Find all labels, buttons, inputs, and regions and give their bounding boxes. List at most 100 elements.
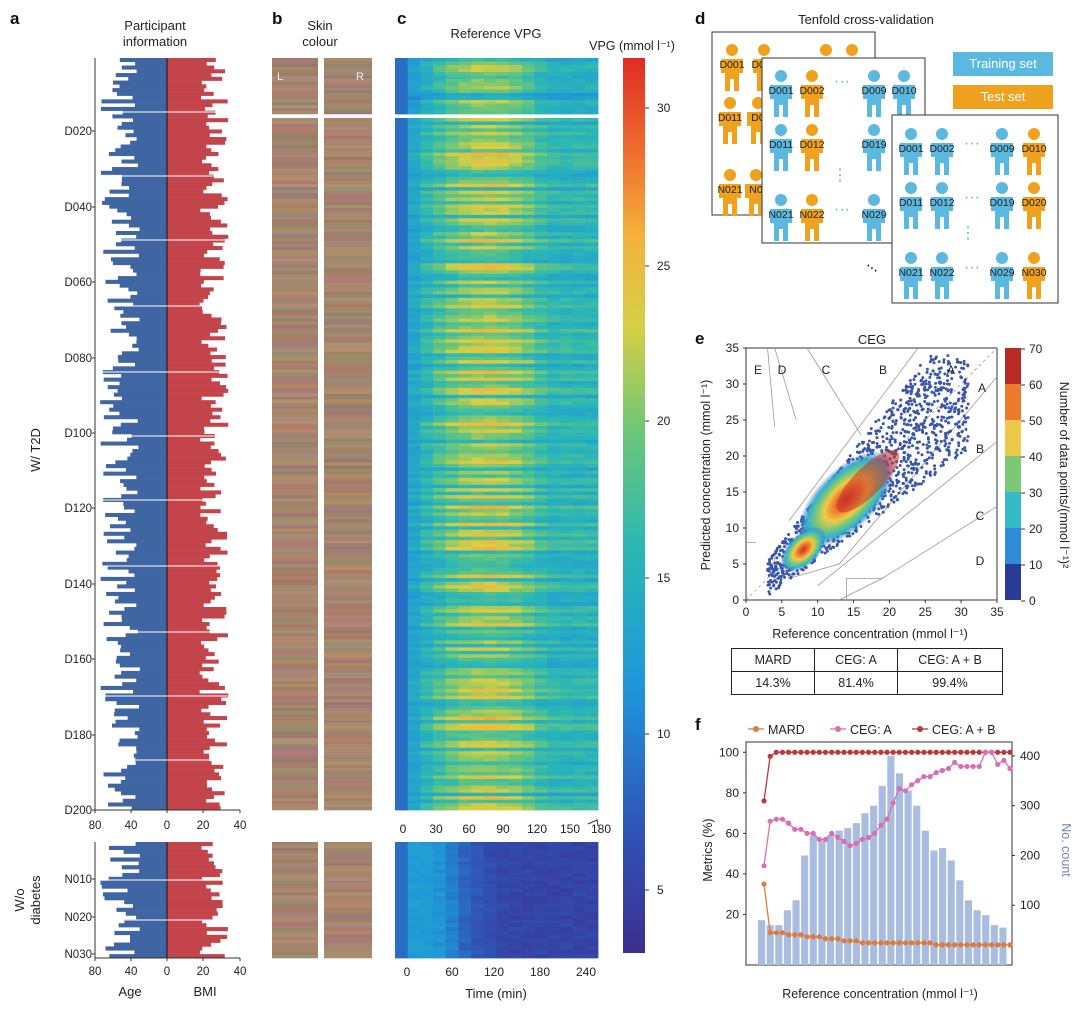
skin-stripe [324,862,372,867]
heat-cell [559,771,574,776]
age-bar [115,460,167,465]
age-bar [114,708,167,713]
heat-cell [559,643,574,648]
skin-stripe [272,378,318,382]
heat-cell [509,329,523,333]
skin-stripe [272,369,318,373]
heat-cell [585,436,599,441]
heat-cell [395,789,409,794]
heat-cell [572,477,586,482]
bmi-bar [167,268,201,273]
heat-cell [471,557,485,562]
heat-cell [483,540,497,544]
heat-cell [585,387,599,392]
heat-cell [395,526,409,531]
skin-stripe [272,366,318,370]
bmi-bar [167,588,211,593]
heat-cell [521,103,535,108]
skin-stripe [272,750,318,754]
heat-cell [509,900,523,905]
heat-cell [420,678,434,683]
heat-cell [445,277,459,282]
heat-cell [534,675,548,679]
heat-cell [534,872,548,878]
skin-stripe [324,417,372,421]
heat-cell [559,270,574,275]
heat-cell [585,61,599,66]
heat-cell [483,363,497,368]
skin-stripe [272,222,318,227]
heat-cell [521,207,535,212]
heat-cell [458,623,472,628]
heat-cell [471,612,485,617]
heat-cell [585,671,599,676]
heat-cell [559,853,574,858]
skin-stripe [324,907,372,911]
age-bar [119,738,167,743]
heat-cell [395,799,409,804]
heat-cell [433,470,447,475]
heat-cell [420,664,434,669]
heat-cell [395,121,409,126]
heat-cell [521,401,535,406]
heat-cell [395,246,409,250]
bmi-bar [167,193,222,198]
heat-cell [445,360,459,365]
heat-cell [521,571,535,576]
heat-cell [458,842,472,847]
heat-cell [395,118,409,122]
heat-cell [458,118,472,122]
bmi-bar [167,61,207,66]
heat-cell [509,529,523,534]
heat-cell [433,270,447,275]
heat-cell [407,896,421,901]
heat-cell [559,273,574,278]
heat-cell [572,176,586,181]
heat-cell [572,495,586,499]
heat-cell [572,488,586,493]
age-bar [107,783,167,788]
heat-cell [420,923,434,928]
heat-cell [395,869,409,874]
heat-cell [496,221,510,226]
heat-cell [407,68,421,73]
heat-cell [572,716,586,721]
heat-cell [521,228,535,233]
heat-cell [458,675,472,679]
skin-stripe [324,315,372,320]
heat-cell [547,661,561,666]
heat-cell [483,72,497,76]
heat-cell [547,803,561,807]
heat-cell [483,491,497,496]
heat-cell [534,401,548,406]
skin-stripe [324,138,372,143]
heat-cell [521,564,535,569]
heat-cell [509,301,523,306]
skin-stripe [272,123,318,128]
bmi-bar [167,464,205,469]
heat-cell [509,880,523,885]
heat-cell [547,488,561,493]
heat-cell [559,259,574,264]
heat-cell [534,138,548,143]
heat-cell [407,581,421,586]
heat-cell [433,239,447,243]
heat-cell [547,273,561,278]
skin-stripe [324,798,372,802]
heat-cell [483,557,497,562]
heat-cell [471,412,485,416]
skin-stripe [324,474,372,478]
heat-cell [483,225,497,230]
heat-cell [407,263,421,268]
heat-cell [471,107,485,111]
heat-cell [433,567,447,572]
heat-cell [458,422,472,427]
heat-cell [445,294,459,299]
bmi-bar [167,215,211,220]
skin-stripe [272,234,318,239]
heat-cell [420,695,434,700]
heat-cell [445,900,459,905]
heat-cell [534,246,548,250]
heat-cell [585,927,599,932]
heat-cell [496,415,510,420]
